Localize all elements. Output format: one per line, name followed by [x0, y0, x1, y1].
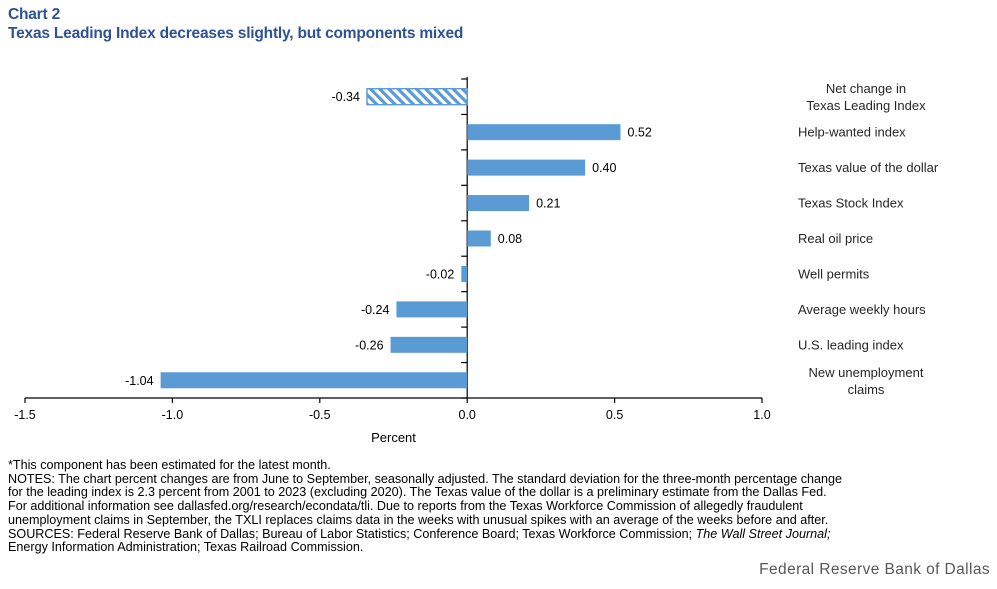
- value-label-average-weekly-hours: -0.24: [361, 303, 390, 317]
- x-tick-label-0.0: 0.0: [459, 408, 476, 422]
- notes-line: NOTES: The chart percent changes are fro…: [8, 471, 843, 486]
- sources-line: SOURCES: Federal Reserve Bank of Dallas;…: [8, 526, 994, 542]
- bar-net-change-in-texas-leading-index: [366, 88, 468, 106]
- chart-number: Chart 2: [8, 6, 61, 23]
- notes-line: for the leading index is 2.3 percent fro…: [8, 485, 827, 500]
- value-label-well-permits: -0.02: [426, 267, 455, 281]
- page-title: Texas Leading Index decreases slightly, …: [8, 25, 464, 42]
- value-label-real-oil-price: 0.08: [498, 232, 522, 246]
- bar-new-unemployment-claims: [160, 372, 468, 389]
- sources-line-2: Energy Information Administration; Texas…: [8, 540, 364, 555]
- x-axis-title: Percent: [371, 430, 416, 445]
- bar-chart-canvas: -1.5 -1.0 -0.5 0.0 0.5 1.0 Percent -0.34 Net cha…: [14, 77, 939, 445]
- category-label-real-oil-price: Real oil price: [798, 231, 873, 246]
- bar-average-weekly-hours: [396, 301, 468, 318]
- category-label-average-weekly-hours: Average weekly hours: [798, 302, 926, 317]
- category-label-new-unemployment-claims: New unemployment claims: [809, 365, 924, 397]
- chart-header: Chart 2 Texas Leading Index decreases sl…: [8, 5, 463, 43]
- value-label-texas-value-of-the-dollar: 0.40: [592, 161, 616, 175]
- x-tick-label-1.0: 1.0: [753, 408, 770, 422]
- value-label-u-s-leading-index: -0.26: [355, 338, 384, 352]
- value-label-texas-stock-index: 0.21: [536, 197, 560, 211]
- bar-texas-value-of-the-dollar: [467, 159, 586, 176]
- sources-italic-title: The Wall Street Journal;: [695, 526, 831, 541]
- x-tick-label--1.0: -1.0: [162, 408, 184, 422]
- category-label-texas-value-of-the-dollar: Texas value of the dollar: [798, 160, 939, 175]
- sources-text: SOURCES: Federal Reserve Bank of Dallas;…: [8, 526, 696, 541]
- x-tick-label--1.5: -1.5: [14, 408, 36, 422]
- x-tick-label-0.5: 0.5: [606, 408, 623, 422]
- value-label-net-change-in-texas-leading-index: -0.34: [331, 90, 360, 104]
- bar-help-wanted-index: [467, 124, 621, 141]
- x-tick-label--0.5: -0.5: [309, 408, 331, 422]
- footer-brand: Federal Reserve Bank of Dallas: [759, 561, 990, 578]
- value-label-help-wanted-index: 0.52: [627, 126, 651, 140]
- bar-texas-stock-index: [467, 195, 530, 212]
- category-label-net-change-in-texas-leading-index: Net change in Texas Leading Index: [806, 81, 926, 113]
- notes-line: For additional information see dallasfed…: [8, 499, 803, 514]
- value-label-new-unemployment-claims: -1.04: [125, 374, 154, 388]
- category-label-texas-stock-index: Texas Stock Index: [798, 196, 904, 211]
- bar-u-s-leading-index: [390, 336, 468, 353]
- bar-chart: -1.5 -1.0 -0.5 0.0 0.5 1.0 Percent -0.34 Net cha…: [0, 70, 997, 457]
- category-label-u-s-leading-index: U.S. leading index: [798, 337, 904, 352]
- notes-line: unemployment claims in September, the TX…: [8, 512, 829, 527]
- bar-real-oil-price: [467, 230, 491, 247]
- notes-block: *This component has been estimated for t…: [8, 458, 994, 555]
- bar-well-permits: [461, 265, 468, 282]
- category-label-help-wanted-index: Help-wanted index: [798, 125, 906, 140]
- category-label-well-permits: Well permits: [798, 266, 870, 281]
- footnote: *This component has been estimated for t…: [8, 458, 331, 472]
